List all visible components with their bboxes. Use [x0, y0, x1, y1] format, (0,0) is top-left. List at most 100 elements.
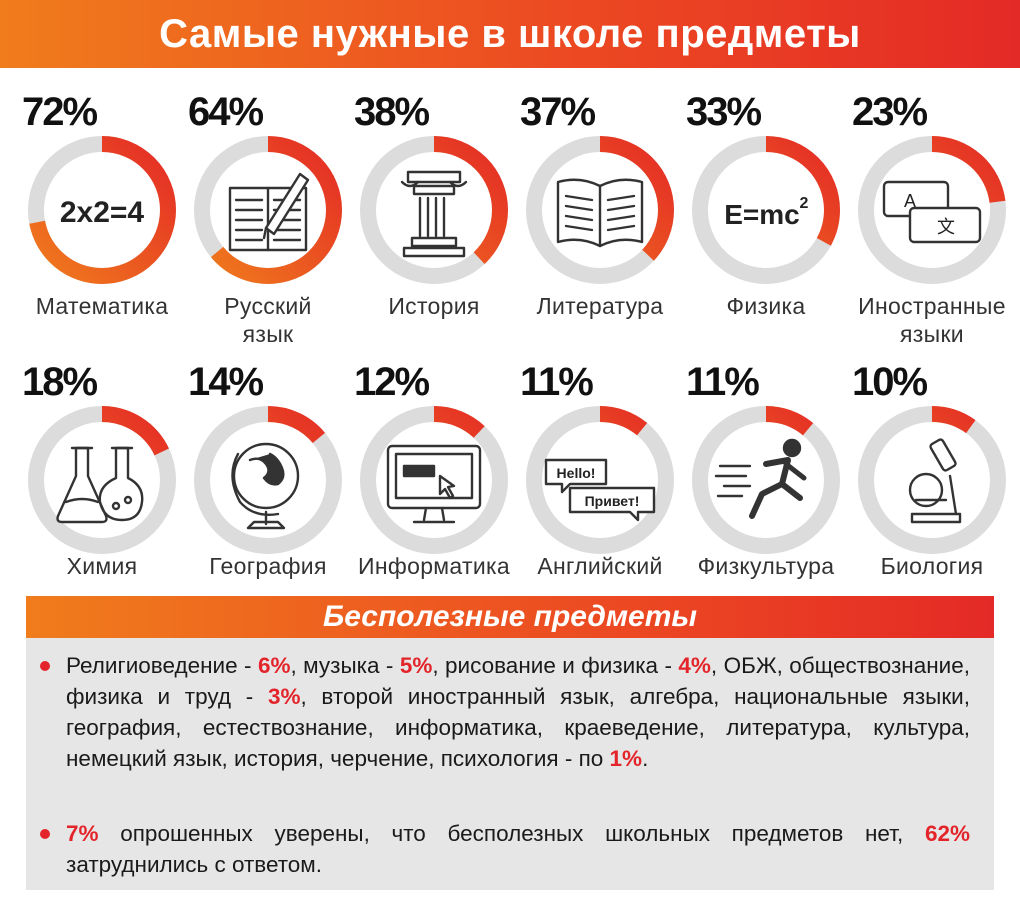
category-label-line: География: [209, 553, 327, 579]
category-label: История: [340, 292, 528, 320]
category-label: Информатика: [340, 552, 528, 580]
open-book-icon: [556, 178, 644, 248]
bullet-text: , рисование и физика -: [432, 653, 679, 678]
category-label: Английский: [506, 552, 694, 580]
chart-item: 14% География: [188, 360, 348, 610]
physics-formula-sup: 2: [800, 195, 809, 212]
donut-segment: [360, 406, 508, 554]
percent-label: 11%: [686, 360, 760, 404]
translate-a-text: A: [904, 191, 916, 211]
useless-bullet-1: Религиоведение - 6%, музыка - 5%, рисова…: [40, 650, 970, 774]
donut-ring: [28, 136, 176, 284]
bullet-dot-icon: [40, 661, 50, 671]
category-label: Литература: [506, 292, 694, 320]
runner-icon: [714, 438, 807, 519]
privet-text: Привет!: [585, 493, 640, 509]
page-title: Самые нужные в школе предметы: [159, 11, 861, 56]
percent-label: 37%: [520, 90, 596, 134]
chart-item: 18% Химия: [22, 360, 182, 610]
category-label-line: Физкультура: [697, 553, 835, 579]
donut-segment: [858, 406, 1006, 554]
chart-item: 23% A 文 Иностранные языки: [852, 90, 1012, 347]
chart-item: 11% Hello! Привет! Английский: [520, 360, 680, 610]
category-label: Биология: [838, 552, 1020, 580]
category-label: Химия: [8, 552, 196, 580]
percent-label: 14%: [188, 360, 264, 404]
bullet-dot-icon: [40, 829, 50, 839]
bullet-value: 6%: [257, 653, 291, 678]
donut-segment: [28, 406, 176, 554]
bullet-text: затруднились с ответом.: [66, 852, 323, 877]
category-label-line: Информатика: [358, 553, 510, 579]
percent-label: 10%: [852, 360, 928, 404]
useless-panel-title: Бесполезные предметы: [322, 600, 698, 633]
percent-label: 33%: [686, 90, 762, 134]
category-label: Математика: [8, 292, 196, 320]
percent-label: 11%: [520, 360, 594, 404]
category-label-line: Биология: [880, 553, 984, 579]
percent-label: 18%: [22, 360, 98, 404]
donut-segment: [858, 136, 1006, 284]
percent-label: 38%: [354, 90, 430, 134]
category-label-line: языки: [900, 321, 964, 347]
category-label-line: Иностранные: [858, 293, 1006, 319]
percent-label: 23%: [852, 90, 928, 134]
donut-segment: [526, 406, 674, 554]
chart-item: 11% Физкультура: [686, 360, 846, 610]
percent-label: 12%: [354, 360, 430, 404]
donut-ring: [858, 136, 1006, 284]
bullet-value: 62%: [924, 821, 970, 846]
donut-ring: [692, 136, 840, 284]
donut-ring: [360, 406, 508, 554]
bullet-text: Религиоведение -: [66, 653, 258, 678]
useless-panel: [26, 596, 994, 890]
category-label: Русский язык: [174, 292, 362, 348]
donut-segment: [194, 406, 342, 554]
chart-item: 12% Информатика: [354, 360, 514, 610]
useless-bullet-2: 7% опрошенных уверены, что бесполезных ш…: [40, 818, 970, 880]
bullet-value: 1%: [609, 746, 643, 771]
computer-icon: [386, 444, 482, 524]
donut-ring: [526, 406, 674, 554]
donut-ring: [360, 136, 508, 284]
useless-panel-header: Бесполезные предметы: [26, 596, 994, 638]
translate-icon: A文: [882, 180, 982, 244]
donut-ring: [692, 406, 840, 554]
bullet-text: , музыка -: [290, 653, 400, 678]
column-icon: [400, 170, 468, 258]
bullet-value: 5%: [399, 653, 433, 678]
math-formula-text: 2x2=4: [60, 196, 145, 229]
donut-ring: [28, 406, 176, 554]
donut-segment: [194, 136, 342, 284]
category-label: Физкультура: [672, 552, 860, 580]
globe-icon: [231, 442, 300, 530]
category-label-line: Русский: [224, 293, 312, 319]
bullet-text: .: [642, 746, 649, 771]
donut-segment: [28, 136, 176, 284]
category-label-line: язык: [242, 321, 294, 347]
donut-segment: [360, 136, 508, 284]
bullet-text: , ОБЖ, обществознание, физика и труд -: [66, 653, 970, 709]
donut-ring: [194, 406, 342, 554]
flasks-icon: [56, 446, 144, 524]
donut-ring: [194, 136, 342, 284]
category-label-line: Математика: [35, 293, 169, 319]
microscope-icon: [908, 438, 962, 524]
math-formula-icon: 2x2=4: [60, 196, 145, 229]
speech-bubbles-icon: Hello! Привет!: [544, 458, 656, 522]
bullet-text: , второй иностранный язык, алгебра, наци…: [66, 684, 970, 771]
bullet-value: 4%: [678, 653, 711, 678]
category-label: Физика: [672, 292, 860, 320]
donut-ring: [526, 136, 674, 284]
chart-item: 10% Биология: [852, 360, 1012, 610]
bullet-value: 3%: [267, 684, 301, 709]
hello-text: Hello!: [557, 465, 596, 481]
category-label-line: История: [388, 293, 480, 319]
notebook-pen-icon: [228, 172, 310, 252]
bullet-text: опрошенных уверены, что бесполезных школ…: [98, 821, 925, 846]
donut-segment: [692, 136, 840, 284]
chart-item: 37% Литература: [520, 90, 680, 340]
donut-segment: [692, 406, 840, 554]
category-label: Иностранные языки: [838, 292, 1020, 348]
chart-item: 72% 2x2=4 Математика: [22, 90, 182, 340]
